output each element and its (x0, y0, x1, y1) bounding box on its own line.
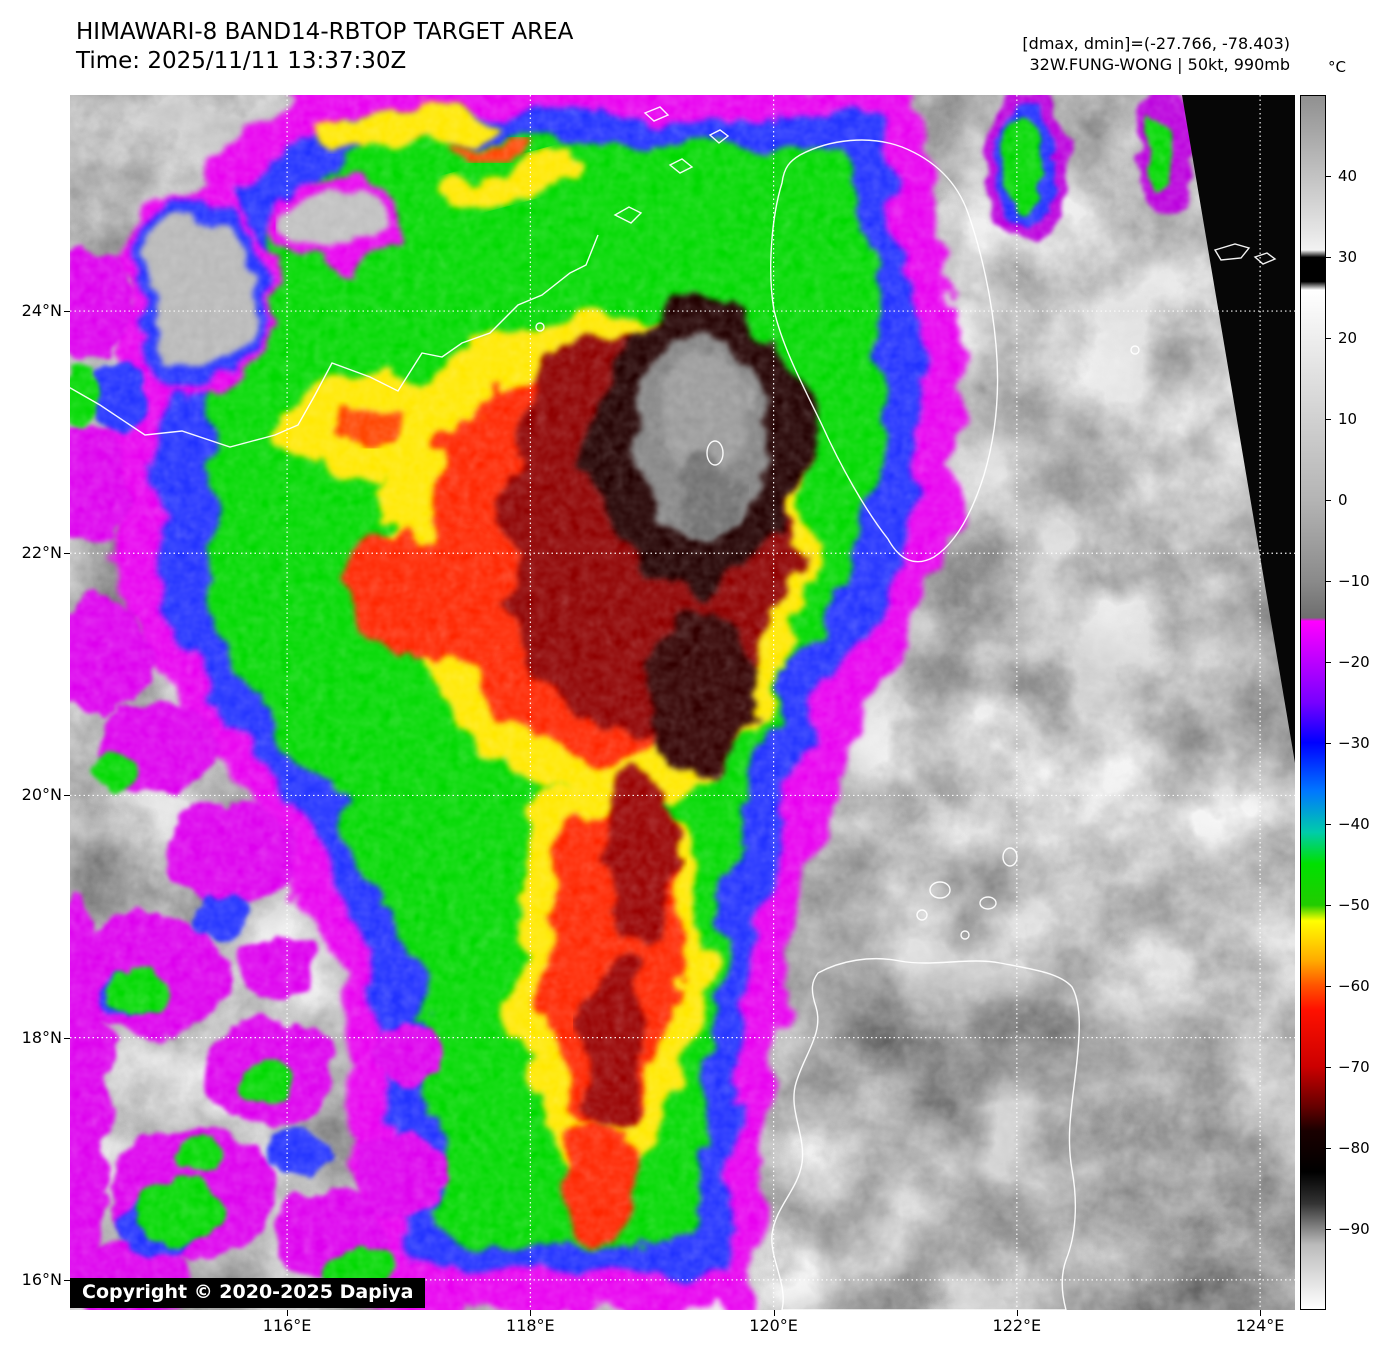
timestamp-label: Time: 2025/11/11 13:37:30Z (76, 48, 407, 74)
header: HIMAWARI-8 BAND14-RBTOP TARGET AREA Time… (76, 18, 573, 76)
colorbar-tick-label: −90 (1338, 1220, 1370, 1238)
grain-overlay (70, 95, 1295, 1310)
colorbar-tick-label: 20 (1338, 329, 1358, 347)
header-annotations: [dmax, dmin]=(-27.766, -78.403) 32W.FUNG… (1022, 33, 1290, 75)
babuyan-islands (916, 847, 1018, 940)
colorbar-tick-label: −30 (1338, 734, 1370, 752)
gridlines (70, 95, 1295, 1310)
luzon-coastline (771, 957, 1080, 1310)
colorbar-tick-mark (1326, 1229, 1331, 1230)
colorbar-tick-mark (1326, 662, 1331, 663)
colorbar-tick-label: 0 (1338, 491, 1348, 509)
penghu-islands (706, 440, 724, 466)
lon-tick-mark (530, 1310, 532, 1316)
colorbar-tick-label: −80 (1338, 1139, 1370, 1157)
lat-tick-label: 20°N (21, 785, 62, 805)
colorbar-tick-label: −10 (1338, 572, 1370, 590)
colorbar-tick-mark (1326, 905, 1331, 906)
colorbar-tick-mark (1326, 257, 1331, 258)
colorbar-tick-label: 40 (1338, 167, 1358, 185)
colorbar-tick-label: 10 (1338, 410, 1358, 428)
colorbar-tick-mark (1326, 824, 1331, 825)
colorbar-tick-mark (1326, 743, 1331, 744)
page-title: HIMAWARI-8 BAND14-RBTOP TARGET AREA (76, 19, 574, 45)
lon-tick-mark (287, 1310, 289, 1316)
lon-tick-mark (1016, 1310, 1018, 1316)
lon-tick-label: 122°E (992, 1316, 1042, 1335)
colorbar-tick-mark (1326, 419, 1331, 420)
colorbar-tick-mark (1326, 176, 1331, 177)
dmax-dmin-label: [dmax, dmin]=(-27.766, -78.403) (1022, 34, 1290, 53)
lat-tick-label: 18°N (21, 1027, 62, 1047)
colorbar-tick-label: −20 (1338, 653, 1370, 671)
colorbar-tick-mark (1326, 986, 1331, 987)
lon-tick-mark (1260, 1310, 1262, 1316)
lon-tick-label: 116°E (262, 1316, 312, 1335)
satellite-image (70, 95, 1295, 1310)
colorbar-unit-label: °C (1328, 58, 1346, 76)
colorbar-tick-label: −50 (1338, 896, 1370, 914)
lat-tick-label: 22°N (21, 543, 62, 563)
satellite-map: Copyright © 2020-2025 Dapiya (70, 95, 1295, 1310)
lat-tick-label: 24°N (21, 301, 62, 321)
lat-tick-label: 16°N (21, 1269, 62, 1289)
colorbar-tick-mark (1326, 500, 1331, 501)
lon-tick-label: 120°E (749, 1316, 798, 1335)
coastlines (70, 106, 1277, 1310)
colorbar-tick-mark (1326, 1067, 1331, 1068)
storm-info-label: 32W.FUNG-WONG | 50kt, 990mb (1029, 55, 1290, 74)
colorbar-tick-label: −40 (1338, 815, 1370, 833)
colorbar-tick-mark (1326, 338, 1331, 339)
matsu-island (535, 322, 545, 332)
china-coast-islands (613, 106, 730, 224)
colorbar (1300, 95, 1326, 1310)
lon-tick-label: 118°E (506, 1316, 555, 1335)
colorbar-tick-mark (1326, 581, 1331, 582)
colorbar-tick-label: −60 (1338, 977, 1370, 995)
colorbar-tick-label: 30 (1338, 248, 1358, 266)
taiwan-coastline (770, 139, 999, 563)
colorbar-tick-mark (1326, 1148, 1331, 1149)
lon-tick-mark (773, 1310, 775, 1316)
lon-tick-label: 124°E (1235, 1316, 1285, 1335)
colorbar-tick-label: −70 (1338, 1058, 1370, 1076)
copyright-badge: Copyright © 2020-2025 Dapiya (70, 1278, 426, 1308)
china-coastline (70, 234, 599, 448)
